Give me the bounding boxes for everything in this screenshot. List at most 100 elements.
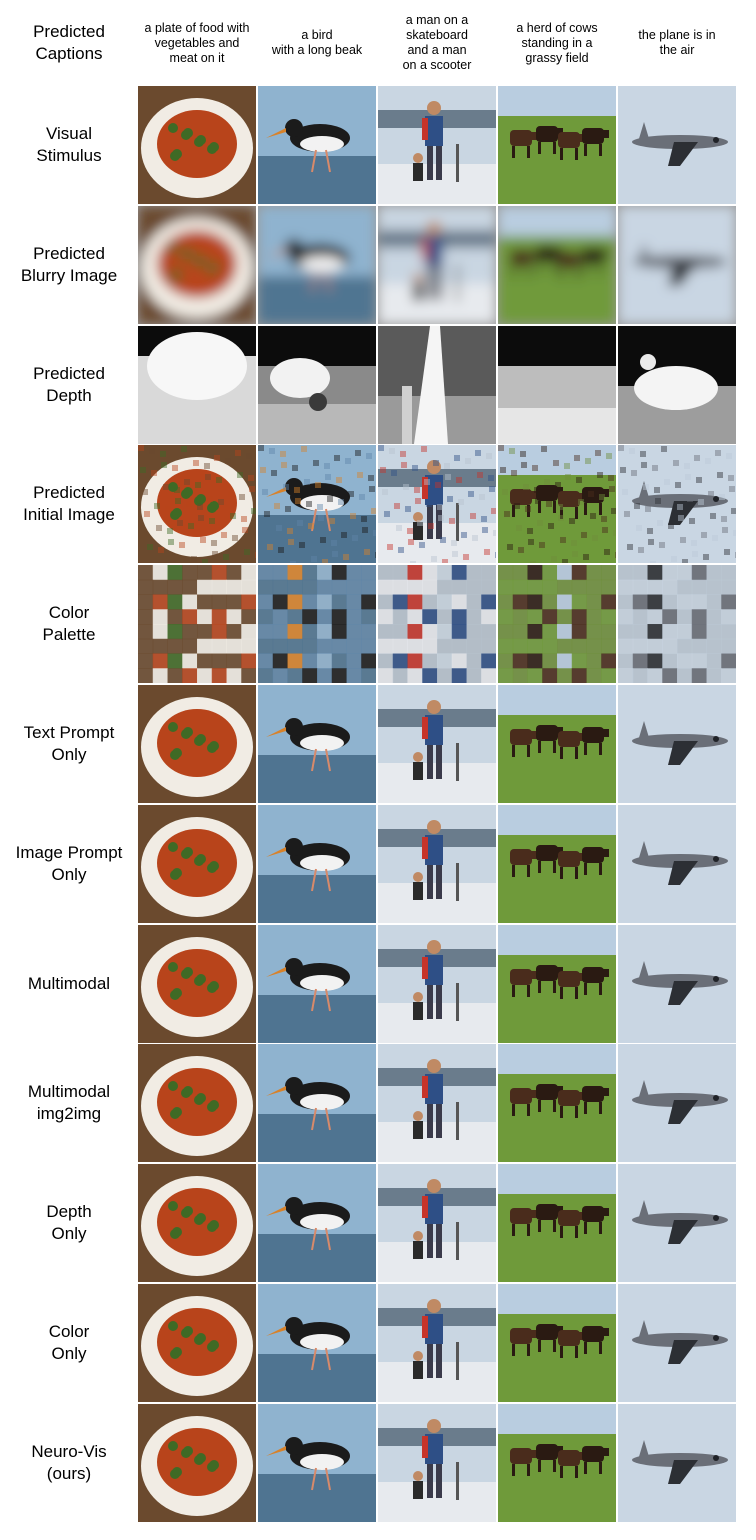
image-cell-palette-bird [258, 565, 376, 684]
row-label-7: Image Prompt Only [0, 805, 138, 923]
plane-image [618, 1403, 736, 1522]
image-cell-photo-cows [498, 1403, 616, 1522]
plane-image [618, 325, 736, 444]
image-cell-palette-cows [498, 565, 616, 684]
plane-image [618, 445, 736, 564]
food-plate-image [138, 1044, 256, 1163]
bird-image [258, 86, 376, 204]
image-cell-photo-food-plate [138, 86, 256, 204]
image-cell-initial-bird [258, 445, 376, 564]
caption-col-5: the plane is in the air [617, 0, 737, 86]
caption-text: a herd of cows standing in a grassy fiel… [516, 20, 598, 65]
image-cell-blurry-skier-scooter [378, 205, 496, 324]
image-cell-palette-plane [618, 565, 736, 684]
image-cell-photo-food-plate [138, 685, 256, 803]
bird-image [258, 1044, 376, 1163]
bird-image [258, 1164, 376, 1283]
bird-image [258, 924, 376, 1043]
food-plate-image [138, 325, 256, 444]
plane-image [618, 685, 736, 803]
cows-image [498, 1403, 616, 1522]
bird-image [258, 445, 376, 564]
image-cell-photo-bird [258, 685, 376, 803]
plane-image [618, 1044, 736, 1163]
bird-image [258, 205, 376, 324]
row-label-text: Text Prompt Only [23, 723, 115, 764]
image-cell-photo-bird [258, 924, 376, 1043]
image-cell-photo-plane [618, 804, 736, 923]
image-cell-photo-skier-scooter [378, 1284, 496, 1402]
row-label-text: Predicted Depth [33, 363, 105, 405]
image-cell-photo-skier-scooter [378, 924, 496, 1043]
image-cell-photo-food-plate [138, 924, 256, 1043]
skier-scooter-image [378, 325, 496, 444]
image-cell-photo-plane [618, 1284, 736, 1402]
row-label-text: Visual Stimulus [36, 124, 102, 165]
image-cell-photo-bird [258, 804, 376, 923]
image-cell-photo-bird [258, 1403, 376, 1522]
bird-image [258, 565, 376, 684]
image-cell-photo-cows [498, 685, 616, 803]
bird-image [258, 685, 376, 803]
image-cell-photo-plane [618, 1164, 736, 1283]
image-cell-photo-plane [618, 924, 736, 1043]
skier-scooter-image [378, 445, 496, 564]
image-cell-blurry-plane [618, 205, 736, 324]
image-cell-blurry-bird [258, 205, 376, 324]
image-cell-depth-plane [618, 325, 736, 444]
plane-image [618, 1164, 736, 1283]
row-label-text: Predicted Blurry Image [20, 243, 118, 285]
image-cell-photo-bird [258, 1044, 376, 1163]
image-cell-photo-skier-scooter [378, 86, 496, 204]
food-plate-image [138, 565, 256, 684]
image-cell-photo-plane [618, 1403, 736, 1522]
image-cell-photo-food-plate [138, 1284, 256, 1402]
image-cell-depth-food-plate [138, 325, 256, 444]
image-cell-blurry-food-plate [138, 205, 256, 324]
cows-image [498, 1284, 616, 1402]
image-cell-photo-cows [498, 86, 616, 204]
food-plate-image [138, 924, 256, 1043]
plane-image [618, 804, 736, 923]
food-plate-image [138, 1164, 256, 1283]
skier-scooter-image [378, 1044, 496, 1163]
image-cell-photo-food-plate [138, 1044, 256, 1163]
image-cell-photo-skier-scooter [378, 685, 496, 803]
row-label-3: Predicted Depth [0, 326, 138, 444]
image-cell-photo-food-plate [138, 1164, 256, 1283]
image-cell-palette-skier-scooter [378, 565, 496, 684]
image-cell-photo-cows [498, 1044, 616, 1163]
image-cell-photo-plane [618, 1044, 736, 1163]
plane-image [618, 205, 736, 324]
image-cell-initial-skier-scooter [378, 445, 496, 564]
bird-image [258, 804, 376, 923]
skier-scooter-image [378, 205, 496, 324]
row-label-10: Depth Only [0, 1164, 138, 1282]
cows-image [498, 86, 616, 204]
skier-scooter-image [378, 86, 496, 204]
plane-image [618, 924, 736, 1043]
row-label-text: Predicted Initial Image [23, 483, 115, 525]
row-label-text: Multimodal [27, 973, 111, 993]
skier-scooter-image [378, 1164, 496, 1283]
row-label-8: Multimodal [0, 925, 138, 1043]
caption-text: the plane is in the air [638, 28, 716, 57]
row-label-6: Text Prompt Only [0, 685, 138, 803]
image-cell-photo-bird [258, 1284, 376, 1402]
image-cell-blurry-cows [498, 205, 616, 324]
image-cell-photo-skier-scooter [378, 1044, 496, 1163]
row-label-text: Neuro-Vis (ours) [31, 1441, 107, 1483]
image-cell-photo-skier-scooter [378, 1164, 496, 1283]
image-cell-photo-cows [498, 1284, 616, 1402]
image-cell-initial-food-plate [138, 445, 256, 564]
food-plate-image [138, 1403, 256, 1522]
image-cell-palette-food-plate [138, 565, 256, 684]
caption-col-3: a man on a skateboard and a man on a sco… [377, 0, 497, 86]
plane-image [618, 86, 736, 204]
cows-image [498, 1164, 616, 1283]
row-label-text: Image Prompt Only [15, 842, 123, 884]
skier-scooter-image [378, 1284, 496, 1402]
cows-image [498, 685, 616, 803]
cows-image [498, 924, 616, 1043]
